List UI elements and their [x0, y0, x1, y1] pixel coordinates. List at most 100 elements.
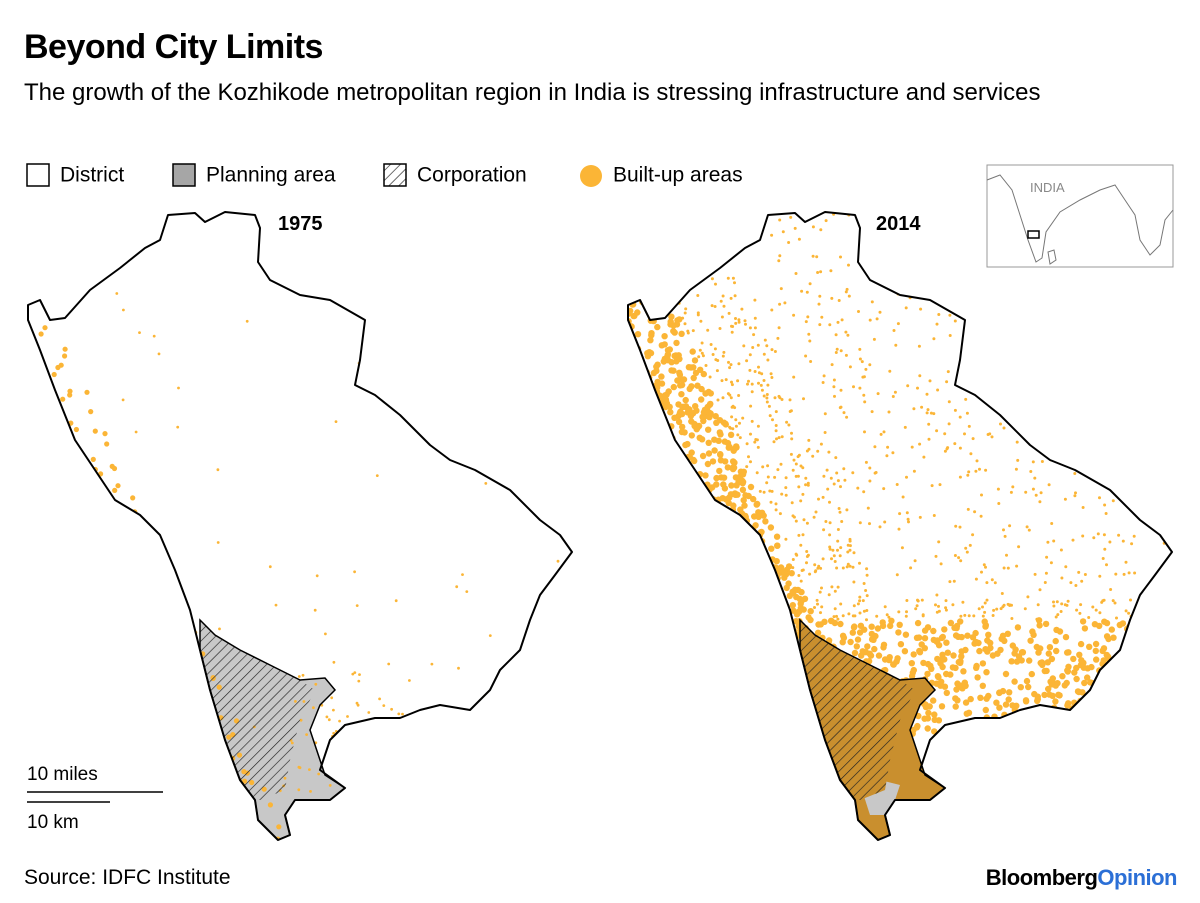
built-up-dot	[944, 606, 948, 610]
built-up-dot	[800, 289, 804, 293]
built-up-dot	[701, 354, 705, 358]
built-up-dot	[1121, 750, 1128, 758]
built-up-dot	[1080, 579, 1084, 583]
built-up-dot	[689, 516, 696, 523]
built-up-dot	[706, 776, 713, 783]
built-up-dot	[932, 755, 939, 762]
built-up-dot	[1090, 774, 1097, 782]
built-up-dot	[703, 813, 710, 820]
built-up-dot	[828, 545, 832, 549]
built-up-dot	[669, 221, 673, 225]
built-up-dot	[661, 504, 669, 512]
built-up-dot	[679, 423, 686, 431]
built-up-dot	[723, 765, 731, 772]
built-up-dot	[756, 779, 764, 786]
built-up-dot	[1087, 781, 1094, 789]
built-up-dot	[1112, 684, 1119, 691]
built-up-dot	[1066, 599, 1070, 603]
built-up-dot	[1058, 813, 1065, 821]
built-up-dot	[1045, 755, 1052, 762]
built-up-dot	[638, 562, 646, 569]
built-up-dot	[722, 458, 729, 465]
built-up-dot	[840, 520, 844, 523]
built-up-dot	[628, 268, 634, 275]
built-up-dot	[641, 457, 649, 464]
built-up-dot	[720, 588, 727, 596]
built-up-dot	[636, 260, 643, 267]
built-up-dot	[67, 584, 74, 590]
built-up-dot	[786, 833, 793, 840]
built-up-dot	[791, 742, 799, 750]
built-up-dot	[718, 620, 725, 627]
built-up-dot	[738, 821, 745, 828]
built-up-dot	[706, 822, 713, 829]
built-up-dot	[657, 798, 664, 805]
built-up-dot	[684, 307, 688, 311]
built-up-dot	[927, 662, 934, 670]
built-up-dot	[135, 650, 141, 656]
built-up-dot	[875, 614, 879, 618]
built-up-dot	[835, 802, 842, 809]
built-up-dot	[63, 615, 69, 621]
built-up-dot	[316, 810, 319, 814]
built-up-dot	[842, 467, 846, 471]
built-up-dot	[800, 760, 807, 767]
built-up-dot	[771, 705, 778, 712]
built-up-dot	[710, 277, 714, 281]
built-up-dot	[806, 483, 810, 487]
built-up-dot	[1050, 812, 1058, 819]
built-up-dot	[206, 792, 212, 798]
built-up-dot	[347, 771, 351, 774]
built-up-dot	[1032, 741, 1039, 749]
built-up-dot	[628, 687, 632, 694]
built-up-dot	[354, 723, 358, 727]
built-up-dot	[737, 588, 745, 595]
built-up-dot	[812, 834, 819, 840]
built-up-dot	[651, 599, 658, 606]
built-up-dot	[647, 546, 654, 553]
built-up-dot	[703, 777, 711, 784]
built-up-dot	[1151, 599, 1155, 603]
built-up-dot	[753, 501, 760, 508]
built-up-dot	[707, 742, 714, 749]
built-up-dot	[659, 457, 666, 465]
built-up-dot	[789, 677, 796, 684]
built-up-dot	[628, 416, 630, 423]
built-up-dot	[1041, 691, 1048, 699]
built-up-dot	[660, 578, 667, 585]
built-up-dot	[692, 773, 700, 780]
built-up-dot	[800, 786, 808, 793]
built-up-dot	[769, 679, 776, 686]
built-up-dot	[765, 813, 772, 820]
built-up-dot	[671, 765, 678, 772]
built-up-dot	[108, 606, 114, 612]
built-up-dot	[749, 404, 753, 408]
built-up-dot	[749, 594, 756, 602]
built-up-dot	[948, 580, 952, 584]
built-up-dot	[767, 581, 774, 589]
built-up-dot	[686, 735, 694, 743]
built-up-dot	[1123, 640, 1131, 647]
built-up-dot	[794, 462, 798, 466]
built-up-dot	[309, 790, 312, 793]
built-up-dot	[686, 804, 693, 812]
built-up-dot	[124, 658, 130, 664]
built-up-dot	[1154, 760, 1161, 767]
built-up-dot	[911, 237, 915, 241]
built-up-dot	[724, 464, 731, 471]
built-up-dot	[182, 625, 188, 631]
built-up-dot	[1053, 626, 1060, 634]
built-up-dot	[663, 798, 671, 805]
built-up-dot	[719, 701, 726, 709]
built-up-dot	[1088, 663, 1095, 671]
built-up-dot	[681, 316, 685, 320]
built-up-dot	[784, 476, 788, 480]
built-up-dot	[1051, 721, 1058, 728]
built-up-dot	[1030, 631, 1037, 639]
built-up-dot	[865, 573, 869, 577]
built-up-dot	[645, 809, 652, 816]
built-up-dot	[779, 287, 783, 291]
built-up-dot	[697, 731, 704, 738]
built-up-dot	[76, 550, 82, 556]
built-up-dot	[737, 320, 741, 324]
